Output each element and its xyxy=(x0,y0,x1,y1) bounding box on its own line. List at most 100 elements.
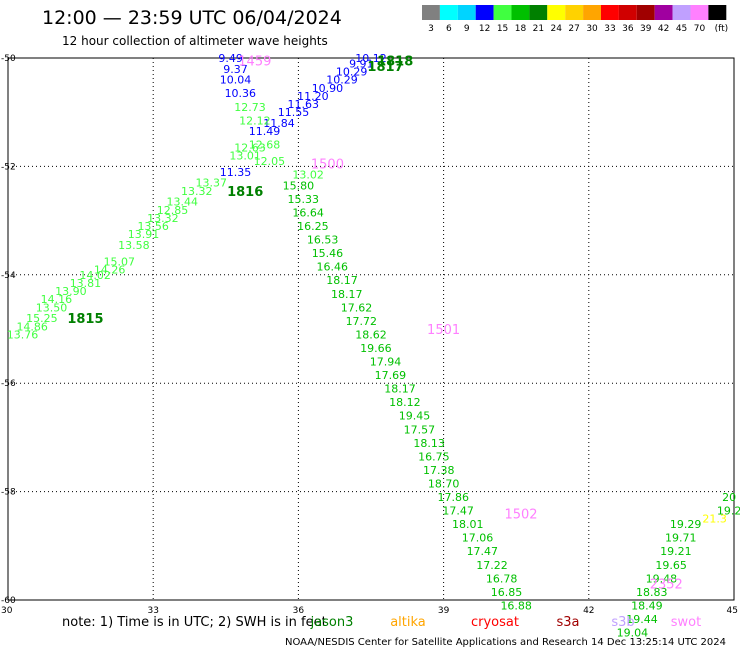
wave-height-label: 9.37 xyxy=(223,63,248,76)
legend-label: 15 xyxy=(497,24,508,34)
wave-height-label: 19.65 xyxy=(655,559,687,572)
legend-swatch xyxy=(475,5,494,20)
x-tick-label: 30 xyxy=(1,606,13,616)
wave-height-label: 18.62 xyxy=(355,328,387,341)
legend-swatch xyxy=(547,5,566,20)
wave-height-label: 20 xyxy=(722,491,736,504)
wave-height-label: 18.70 xyxy=(428,477,460,490)
wave-height-label: 18.01 xyxy=(452,518,484,531)
wave-height-label: 11.49 xyxy=(249,125,281,138)
legend-label: 45 xyxy=(676,24,687,34)
wave-height-label: 17.62 xyxy=(341,301,373,314)
pass-time-label: 1816 xyxy=(227,185,263,200)
wave-height-label: 18.17 xyxy=(326,274,358,287)
chart-title: 12:00 — 23:59 UTC 06/04/2024 xyxy=(42,7,342,29)
wave-height-label: 13.32 xyxy=(147,212,179,225)
wave-height-label: 12.12 xyxy=(239,114,271,127)
wave-height-label: 12.85 xyxy=(157,204,189,217)
wave-height-label: 13.02 xyxy=(292,169,324,182)
pass-time-label: 1501 xyxy=(427,323,460,338)
wave-height-label: 18.13 xyxy=(413,437,445,450)
wave-height-label: 14.02 xyxy=(79,269,111,282)
legend-swatch xyxy=(636,5,655,20)
wave-height-label: 9.49 xyxy=(218,52,243,65)
wave-height-label: 16.64 xyxy=(292,206,324,219)
wave-height-label: 15.07 xyxy=(104,255,136,268)
x-tick-label: 45 xyxy=(727,606,738,616)
legend-label: 3 xyxy=(428,24,434,34)
wave-height-label: 17.57 xyxy=(404,423,436,436)
legend-label: 24 xyxy=(551,24,563,34)
pass-time-label: 1817 xyxy=(367,60,403,75)
color-scale-legend: 3 6 9 12 15 18 21 24 27 30 33 36 39 42 45 70 (ft) xyxy=(422,5,728,34)
wave-height-label: 13.37 xyxy=(196,177,228,190)
wave-height-label: 16.78 xyxy=(486,572,518,585)
legend-label: 70 xyxy=(694,24,706,34)
legend-swatch xyxy=(583,5,601,20)
wave-height-label: 17.47 xyxy=(442,505,474,518)
wave-height-label: 10.36 xyxy=(225,87,257,100)
wave-height-label: 18.17 xyxy=(384,383,416,396)
wave-height-label: 11.35 xyxy=(220,166,252,179)
wave-height-label: 16.85 xyxy=(491,586,523,599)
y-tick-labels: -50 -52 -54 -56 -58 -60 xyxy=(1,54,16,606)
wave-height-label: 16.46 xyxy=(317,261,349,274)
wave-height-label: 15.80 xyxy=(283,179,315,192)
wave-height-label: 19.2 xyxy=(717,505,740,518)
wave-height-label: 13.76 xyxy=(7,328,39,341)
pass-time-label: 2352 xyxy=(650,578,683,593)
wave-height-label: 13.91 xyxy=(128,228,160,241)
wave-height-label: 16.25 xyxy=(297,220,329,233)
wave-height-label: 11.20 xyxy=(297,90,329,103)
legend-label: 9 xyxy=(464,24,470,34)
y-tick-label: -52 xyxy=(1,162,16,172)
wave-height-label: 12.73 xyxy=(234,101,266,114)
legend-label: 36 xyxy=(622,24,634,34)
wave-height-label: 19.45 xyxy=(399,410,431,423)
legend-swatch xyxy=(601,5,619,20)
wave-height-label: 17.38 xyxy=(423,464,455,477)
wave-height-label: 15.46 xyxy=(312,247,344,260)
wave-height-label: 19.48 xyxy=(646,572,678,585)
y-tick-label: -50 xyxy=(1,54,16,64)
legend-swatch xyxy=(422,5,440,20)
wave-height-label: 10.29 xyxy=(326,74,358,87)
wave-height-label: 16.75 xyxy=(418,450,450,463)
legend-swatch xyxy=(654,5,673,20)
legend-label: 12 xyxy=(479,24,490,34)
legend-swatch xyxy=(708,5,727,20)
y-tick-label: -56 xyxy=(1,379,16,389)
wave-height-label: 14.26 xyxy=(94,263,126,276)
wave-height-label: 19.04 xyxy=(617,627,649,640)
wave-height-label: 19.44 xyxy=(626,613,658,626)
legend-label: (ft) xyxy=(715,24,729,34)
wave-height-label: 16.88 xyxy=(500,599,532,612)
pass-time-label: 1502 xyxy=(504,507,537,522)
satellite-name: cryosat xyxy=(471,615,519,630)
wave-height-label: 19.66 xyxy=(360,342,392,355)
plot-frame xyxy=(7,57,735,601)
legend-swatch xyxy=(511,5,530,20)
y-tick-label: -60 xyxy=(1,596,16,606)
wave-height-label: 10.12 xyxy=(355,52,387,65)
x-tick-label: 36 xyxy=(293,606,305,616)
wave-height-label: 14.86 xyxy=(16,320,48,333)
wave-height-label: 13.56 xyxy=(137,220,169,233)
wave-height-label: 13.50 xyxy=(36,301,68,314)
legend-swatch xyxy=(690,5,709,20)
wave-height-label: 19.71 xyxy=(665,532,697,545)
wave-height-label: 11.55 xyxy=(278,106,310,119)
pass-time-label: 1818 xyxy=(377,55,413,70)
legend-swatch xyxy=(618,5,637,20)
satellite-name: s3a xyxy=(556,615,579,630)
satellite-name: altika xyxy=(390,615,426,630)
legend-swatch xyxy=(493,5,512,20)
wave-height-label: 13.32 xyxy=(181,185,213,198)
wave-height-label: 12.63 xyxy=(234,141,266,154)
pass-time-label: 1815 xyxy=(67,312,103,327)
legend-label: 27 xyxy=(568,24,579,34)
satellite-name: s3b xyxy=(611,615,634,630)
legend-label: 6 xyxy=(446,24,452,34)
pass-time-label: 1500 xyxy=(311,158,344,173)
wave-height-label: 12.05 xyxy=(254,155,286,168)
